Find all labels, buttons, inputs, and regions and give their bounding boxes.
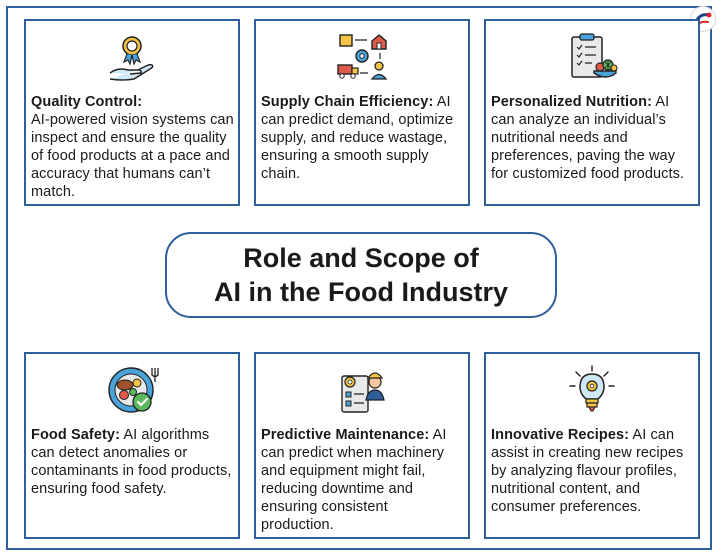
card-body: AI algorithms can detect anomalies or co… xyxy=(31,427,232,497)
central-title: Role and Scope of AI in the Food Industr… xyxy=(165,232,557,318)
card-heading: Quality Control: xyxy=(31,94,143,110)
supply-chain-icon xyxy=(334,29,390,85)
card-text: Supply Chain Efficiency: AI can predict … xyxy=(261,93,464,183)
card-predictive-maintenance: Predictive Maintenance: AI can predict w… xyxy=(254,352,470,539)
card-innovative-recipes: Innovative Recipes: AI can assist in cre… xyxy=(484,352,700,539)
card-heading: Predictive Maintenance: xyxy=(261,427,430,443)
quality-badge-hand-icon xyxy=(104,29,160,85)
card-text: Innovative Recipes: AI can assist in cre… xyxy=(491,426,694,516)
card-body: AI can analyze an individual’s nutrition… xyxy=(491,94,685,182)
card-heading: Supply Chain Efficiency: xyxy=(261,94,434,110)
card-heading: Personalized Nutrition: xyxy=(491,94,653,110)
title-line-1: Role and Scope of xyxy=(243,243,479,273)
card-body: AI-powered vision systems can inspect an… xyxy=(31,112,234,200)
card-text: Quality Control: AI-powered vision syste… xyxy=(31,93,234,201)
nutrition-clipboard-icon xyxy=(564,29,620,85)
card-body: AI can assist in creating new recipes by… xyxy=(491,427,684,515)
card-quality-control: Quality Control: AI-powered vision syste… xyxy=(24,19,240,206)
card-body: AI can predict when machinery and equipm… xyxy=(261,427,447,533)
maintenance-worker-icon xyxy=(334,362,390,418)
card-heading: Food Safety: xyxy=(31,427,121,443)
card-text: Predictive Maintenance: AI can predict w… xyxy=(261,426,464,534)
card-food-safety: Food Safety: AI algorithms can detect an… xyxy=(24,352,240,539)
card-supply-chain: Supply Chain Efficiency: AI can predict … xyxy=(254,19,470,206)
card-personalized-nutrition: Personalized Nutrition: AI can analyze a… xyxy=(484,19,700,206)
title-line-2: AI in the Food Industry xyxy=(214,277,508,307)
food-safety-plate-icon xyxy=(104,362,160,418)
card-text: Personalized Nutrition: AI can analyze a… xyxy=(491,93,694,183)
card-text: Food Safety: AI algorithms can detect an… xyxy=(31,426,234,498)
card-body: AI can predict demand, optimize supply, … xyxy=(261,94,454,182)
card-heading: Innovative Recipes: xyxy=(491,427,630,443)
idea-bulb-icon xyxy=(564,362,620,418)
